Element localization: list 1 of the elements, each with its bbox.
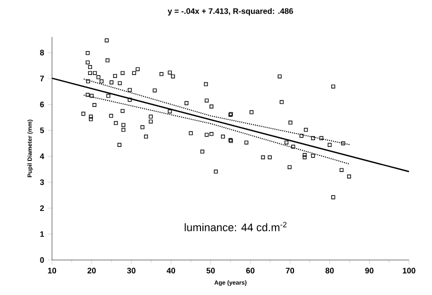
annotation: luminance: 44 cd.m$^{-2}$ xyxy=(184,222,287,232)
